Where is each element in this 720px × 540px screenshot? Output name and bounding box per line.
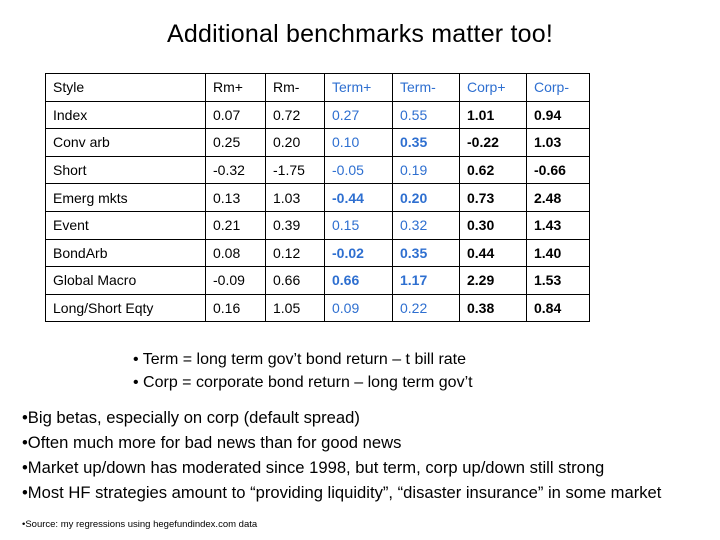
table-cell: 0.12 xyxy=(265,238,325,268)
header-cell: Term+ xyxy=(324,73,393,102)
bullet-big-betas: •Big betas, especially on corp (default … xyxy=(22,408,360,427)
table-cell: -0.44 xyxy=(324,183,393,212)
table-cell: 1.05 xyxy=(265,293,325,323)
bullet-bad-news: •Often much more for bad news than for g… xyxy=(22,433,402,452)
table-cell: 0.32 xyxy=(392,210,460,240)
table-cell: -0.05 xyxy=(324,155,393,185)
table-cell: 0.73 xyxy=(459,183,527,212)
table-cell: 0.20 xyxy=(265,128,325,157)
row-label: Short xyxy=(45,155,206,185)
table-row: Conv arb 0.25 0.20 0.10 0.35 -0.22 1.03 xyxy=(45,128,590,157)
table-cell: -0.66 xyxy=(526,155,590,185)
table-cell: 0.16 xyxy=(205,293,266,323)
table-row: Event 0.21 0.39 0.15 0.32 0.30 1.43 xyxy=(45,210,590,240)
table-cell: 0.72 xyxy=(265,100,325,130)
table-cell: 0.13 xyxy=(205,183,266,212)
table-cell: 0.20 xyxy=(392,183,460,212)
table-cell: 1.43 xyxy=(526,210,590,240)
row-label: Global Macro xyxy=(45,266,206,295)
table-cell: 0.22 xyxy=(392,293,460,323)
table-row: Short -0.32 -1.75 -0.05 0.19 0.62 -0.66 xyxy=(45,155,590,185)
table-cell: 0.62 xyxy=(459,155,527,185)
table-header-row: Style Rm+ Rm- Term+ Term- Corp+ Corp- xyxy=(45,73,590,102)
table-cell: -0.22 xyxy=(459,128,527,157)
header-cell: Corp- xyxy=(526,73,590,102)
table-cell: 2.48 xyxy=(526,183,590,212)
table-cell: 0.35 xyxy=(392,128,460,157)
table-cell: 1.53 xyxy=(526,266,590,295)
table-cell: 1.40 xyxy=(526,238,590,268)
table-cell: 1.17 xyxy=(392,266,460,295)
table-cell: 0.10 xyxy=(324,128,393,157)
table-cell: -0.09 xyxy=(205,266,266,295)
table-cell: 0.94 xyxy=(526,100,590,130)
table-cell: -0.02 xyxy=(324,238,393,268)
table-cell: 0.38 xyxy=(459,293,527,323)
header-cell: Rm+ xyxy=(205,73,266,102)
table-cell: 0.66 xyxy=(324,266,393,295)
table-cell: -0.32 xyxy=(205,155,266,185)
row-label: Event xyxy=(45,210,206,240)
row-label: Index xyxy=(45,100,206,130)
table-cell: 0.30 xyxy=(459,210,527,240)
table-cell: 0.09 xyxy=(324,293,393,323)
source-note: •Source: my regressions using hegefundin… xyxy=(22,519,258,530)
table-row: Index 0.07 0.72 0.27 0.55 1.01 0.94 xyxy=(45,100,590,130)
table-cell: 1.01 xyxy=(459,100,527,130)
benchmark-table: Style Rm+ Rm- Term+ Term- Corp+ Corp- Index 0.07… xyxy=(45,73,590,323)
key-points-list: •Big betas, especially on corp (default … xyxy=(22,405,661,505)
header-cell: Term- xyxy=(392,73,460,102)
table-cell: 0.84 xyxy=(526,293,590,323)
table-row: Global Macro -0.09 0.66 0.66 1.17 2.29 1.53 xyxy=(45,266,590,295)
table-cell: 0.35 xyxy=(392,238,460,268)
bullet-market-updown: •Market up/down has moderated since 1998… xyxy=(22,458,605,477)
bullet-liquidity: •Most HF strategies amount to “providing… xyxy=(22,483,662,502)
definition-corp: • Corp = corporate bond return – long te… xyxy=(133,374,473,391)
row-label: Long/Short Eqty xyxy=(45,293,206,323)
table-cell: 1.03 xyxy=(265,183,325,212)
table-row: Long/Short Eqty 0.16 1.05 0.09 0.22 0.38 0.84 xyxy=(45,293,590,323)
table-cell: 0.44 xyxy=(459,238,527,268)
table-cell: 2.29 xyxy=(459,266,527,295)
table-cell: 0.39 xyxy=(265,210,325,240)
header-cell: Style xyxy=(45,73,206,102)
table-cell: 0.25 xyxy=(205,128,266,157)
table-cell: 0.66 xyxy=(265,266,325,295)
table-cell: 0.15 xyxy=(324,210,393,240)
header-cell: Rm- xyxy=(265,73,325,102)
slide-title: Additional benchmarks matter too! xyxy=(167,20,553,48)
row-label: Conv arb xyxy=(45,128,206,157)
row-label: BondArb xyxy=(45,238,206,268)
table-row: BondArb 0.08 0.12 -0.02 0.35 0.44 1.40 xyxy=(45,238,590,268)
table-cell: 0.27 xyxy=(324,100,393,130)
table-cell: 1.03 xyxy=(526,128,590,157)
table-row: Emerg mkts 0.13 1.03 -0.44 0.20 0.73 2.48 xyxy=(45,183,590,212)
table-cell: 0.19 xyxy=(392,155,460,185)
table-cell: 0.21 xyxy=(205,210,266,240)
definition-term: • Term = long term gov’t bond return – t… xyxy=(133,351,467,368)
table-cell: 0.55 xyxy=(392,100,460,130)
table-cell: -1.75 xyxy=(265,155,325,185)
definitions-list: • Term = long term gov’t bond return – t… xyxy=(133,348,473,394)
table-cell: 0.08 xyxy=(205,238,266,268)
header-cell: Corp+ xyxy=(459,73,527,102)
table-cell: 0.07 xyxy=(205,100,266,130)
row-label: Emerg mkts xyxy=(45,183,206,212)
